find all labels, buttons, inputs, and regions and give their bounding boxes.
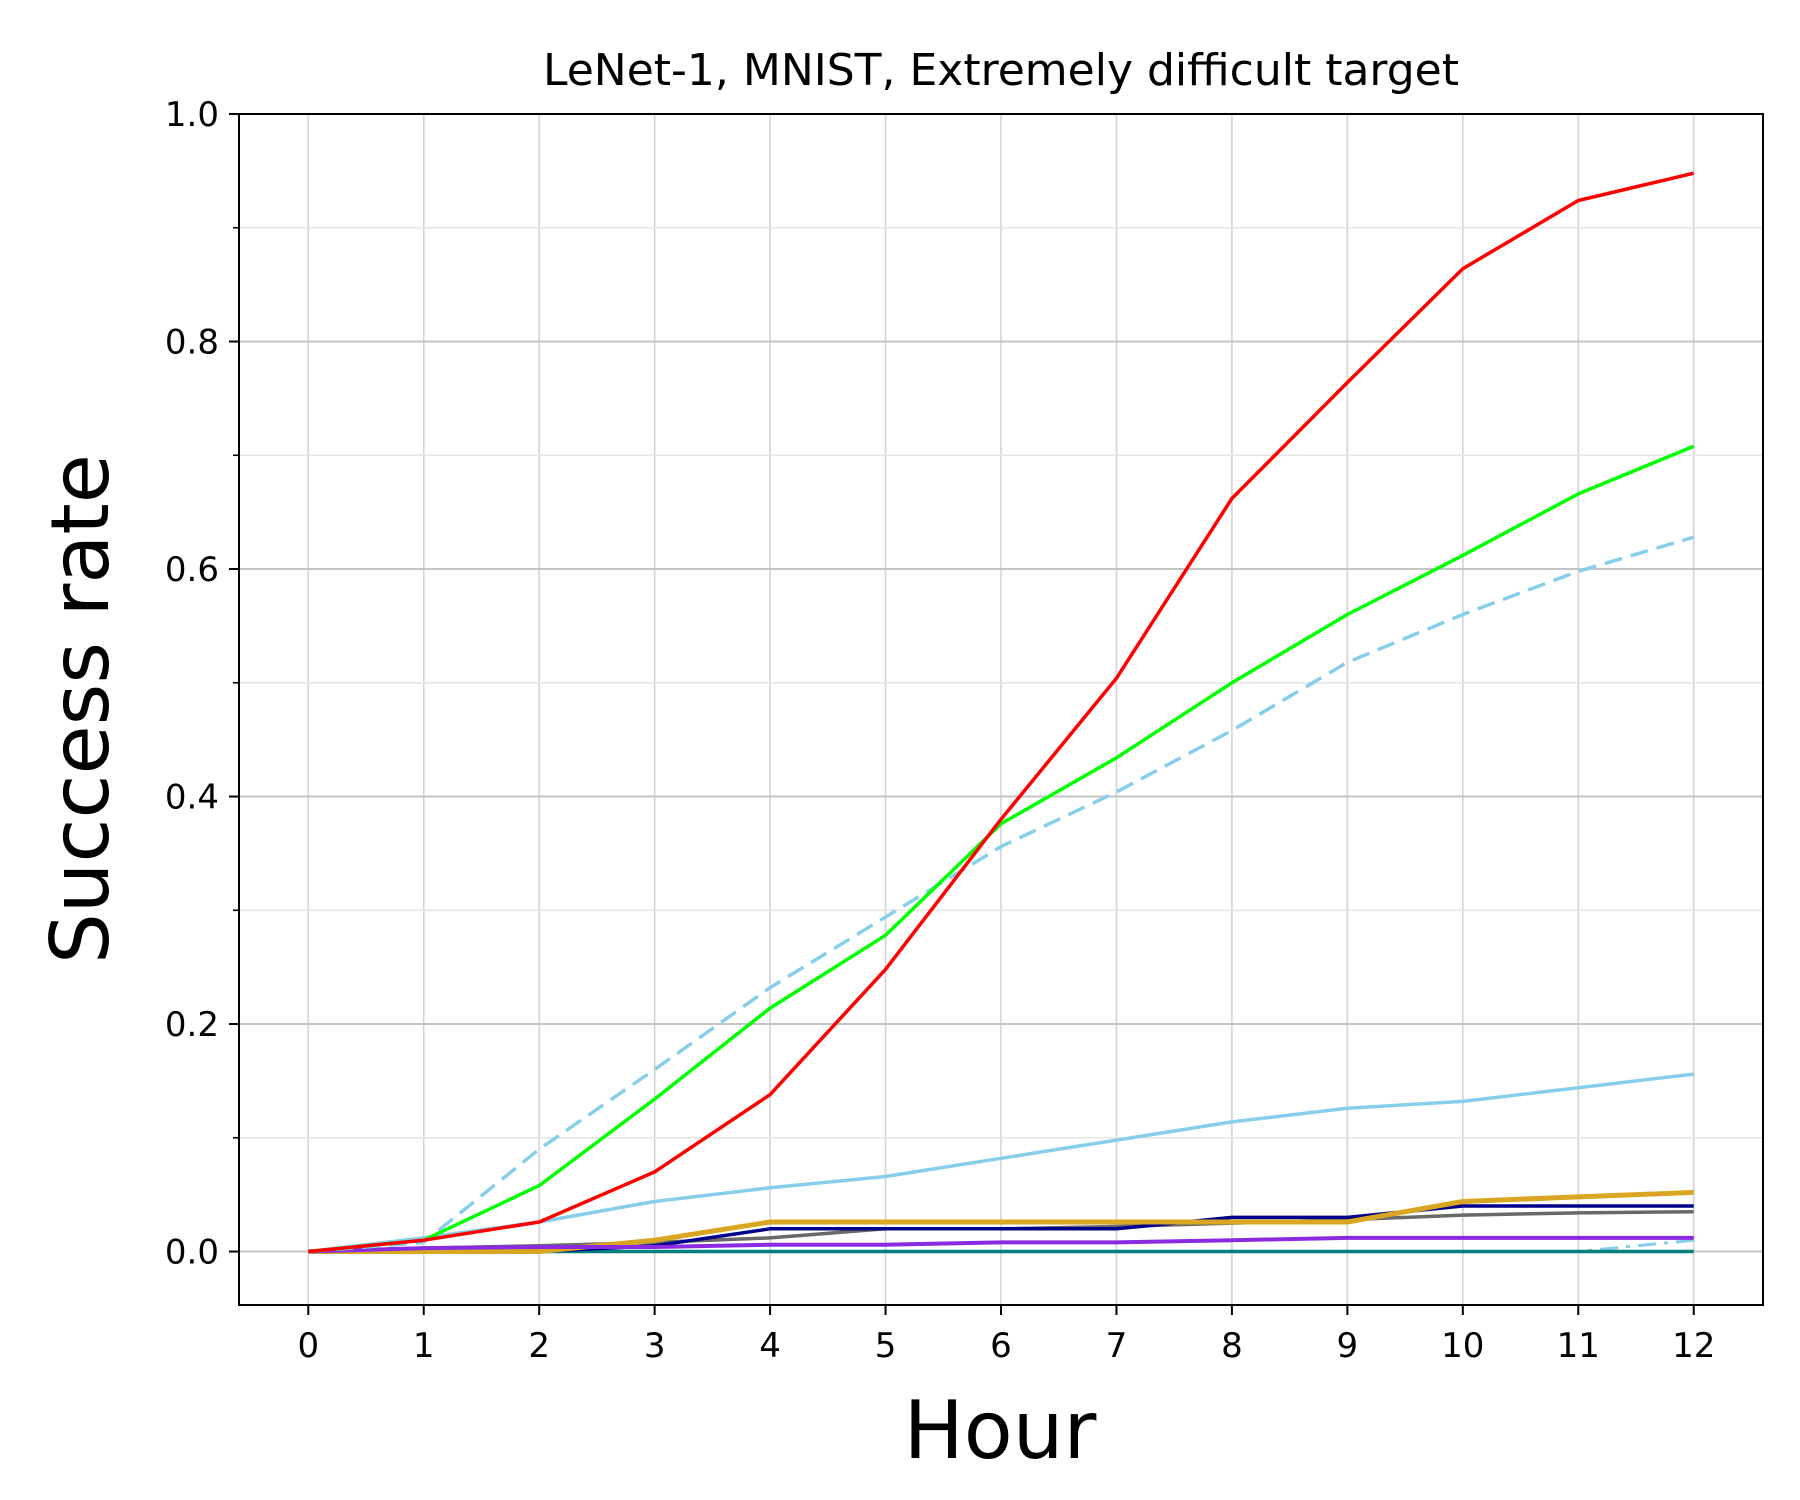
x-tick-label: 10: [1441, 1326, 1484, 1366]
x-tick-label: 5: [875, 1326, 897, 1366]
series-line-9: [308, 444, 1695, 1254]
x-tick-label: 11: [1557, 1326, 1600, 1366]
x-tick-label: 1: [413, 1326, 435, 1366]
x-tick-label: 6: [990, 1326, 1012, 1366]
x-tick-label: 3: [644, 1326, 666, 1366]
y-axis-label: Success rate: [34, 454, 127, 964]
series-lines: [308, 171, 1695, 1254]
series-line-6: [308, 1235, 1694, 1254]
y-tick-label: 0.0: [165, 1233, 219, 1273]
y-tick-label: 0.4: [165, 778, 219, 818]
series-line-10: [308, 171, 1695, 1254]
y-tick-label: 1.0: [165, 95, 219, 135]
x-tick-label: 2: [528, 1326, 550, 1366]
axis-ticks: 0 1 2 3 4 5 6 7 8 9 10 11 120.00.20.40.60.81.0: [165, 95, 1715, 1366]
y-tick-label: 0.2: [165, 1005, 219, 1045]
x-tick-label: 4: [759, 1326, 781, 1366]
x-axis-label: Hour: [904, 1384, 1097, 1477]
series-line-5: [308, 1189, 1694, 1254]
x-tick-label: 8: [1221, 1326, 1243, 1366]
y-tick-label: 0.6: [165, 550, 219, 590]
x-tick-label: 0: [297, 1326, 319, 1366]
x-tick-label: 12: [1672, 1326, 1715, 1366]
y-tick-label: 0.8: [165, 323, 219, 363]
x-tick-label: 7: [1106, 1326, 1128, 1366]
chart-title: LeNet-1, MNIST, Extremely difficult targ…: [543, 45, 1459, 96]
series-line-8: [308, 535, 1695, 1254]
x-tick-label: 9: [1337, 1326, 1359, 1366]
